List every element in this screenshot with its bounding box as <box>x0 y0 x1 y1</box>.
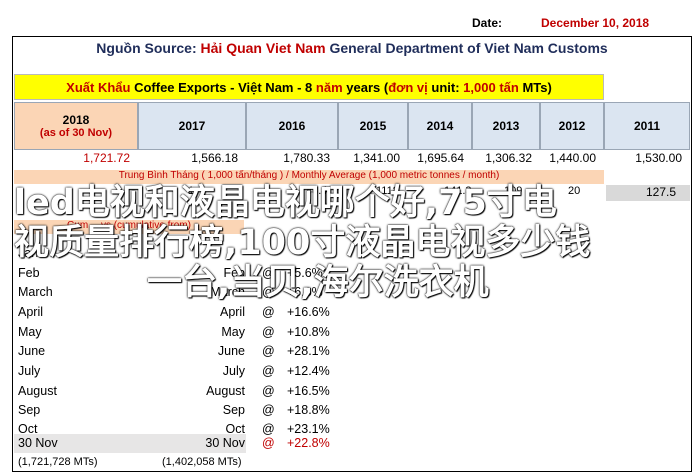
monthly-average-title: Trung Bình Tháng ( 1,000 tấn/tháng ) / M… <box>118 170 500 181</box>
year-header-2011: 2011 <box>604 102 690 150</box>
month-vn-current: 30 Nov <box>18 436 58 450</box>
total-2018-mts: (1,721,728 MTs) <box>18 456 98 468</box>
avg-2012: 20 <box>568 185 581 197</box>
at-sign: @ <box>262 305 275 319</box>
at-sign: @ <box>262 364 275 378</box>
growth-pct: +12.4% <box>287 364 330 378</box>
avg-2016: 48.4 <box>306 185 328 197</box>
overlay-line-3: 一台,当贝,海尔洗衣机 <box>147 263 489 303</box>
month-vn: Sep <box>18 403 41 417</box>
month-en: March <box>210 285 245 299</box>
year-header-2014: 2014 <box>408 102 472 150</box>
month-en: Feb <box>223 266 245 280</box>
banner-p6: unit: <box>431 80 460 95</box>
year-label: 2012 <box>558 119 586 133</box>
year-label: 2016 <box>278 119 306 133</box>
month-en: July <box>222 364 245 378</box>
avg-2014: 141.3 <box>444 185 472 197</box>
exports-banner: Xuất Khẩu Coffee Exports - Việt Nam - 8 … <box>14 74 604 100</box>
report-frame <box>12 36 692 472</box>
source-line: Nguồn Source: Hải Quan Viet Nam General … <box>12 40 692 56</box>
monthly-average-band <box>14 170 604 184</box>
year-header-2013: 2013 <box>472 102 540 150</box>
growth-pct: +23.1% <box>287 422 330 436</box>
growth-pct: +10.8% <box>287 325 330 339</box>
year-label: 2011 <box>633 119 661 133</box>
current-month-highlight <box>14 434 246 453</box>
month-vn: July <box>18 364 41 378</box>
avg-2015: 1118 <box>376 185 399 197</box>
year-header-2018: 2018 (as of 30 Nov) <box>14 102 138 150</box>
source-prefix: Nguồn Source: <box>96 40 197 56</box>
at-sign: @ <box>262 325 275 339</box>
at-sign: @ <box>262 384 275 398</box>
month-en-current: 30 Nov <box>205 436 245 450</box>
year-header-2016: 2016 <box>246 102 338 150</box>
at-sign: @ <box>262 422 275 436</box>
at-sign: @ <box>262 436 275 450</box>
year-label: 2014 <box>426 119 454 133</box>
year-total-2017: 1,566.18 <box>191 151 238 165</box>
year-header-2017: 2017 <box>138 102 246 150</box>
avg-2011: 127.5 <box>606 185 690 201</box>
year-total-2015: 1,341.00 <box>353 151 400 165</box>
source-vn-name: Hải Quan Viet Nam <box>200 40 326 56</box>
growth-pct: +16.5% <box>287 384 330 398</box>
at-sign: @ <box>262 266 275 280</box>
month-vn: Oct <box>18 422 38 436</box>
year-total-2013: 1,306.32 <box>485 151 532 165</box>
month-en: August <box>206 384 245 398</box>
month-vn: May <box>18 325 42 339</box>
month-vn: June <box>18 344 46 358</box>
year-sub-label: (as of 30 Nov) <box>39 127 113 139</box>
month-en: April <box>219 305 245 319</box>
banner-p4: years ( <box>346 80 389 95</box>
banner-p8: MTs) <box>522 80 552 95</box>
overlay-line-1: led电视和液晶电视哪个好,75寸电 <box>14 183 557 223</box>
avg-2017: 1 <box>188 185 195 197</box>
growth-pct-current: +22.8% <box>287 436 330 450</box>
year-header-2015: 2015 <box>338 102 408 150</box>
month-vn: Feb <box>18 266 40 280</box>
overlay-line-2: 视质量排行榜,100寸液晶电视多少钱 <box>14 223 591 263</box>
banner-p5: đơn vị <box>388 80 428 95</box>
growth-pct: +5.6% <box>287 266 323 280</box>
month-vn: April <box>18 305 44 319</box>
cumulative-band <box>14 220 244 234</box>
year-label: 2015 <box>359 119 387 133</box>
at-sign: @ <box>262 344 275 358</box>
growth-pct: +18.8% <box>287 403 330 417</box>
banner-p1: Xuất Khẩu <box>66 80 131 95</box>
year-total-2018: 1,721.72 <box>83 151 130 165</box>
at-sign: @ <box>262 403 275 417</box>
year-total-2014: 1,695.64 <box>417 151 464 165</box>
growth-pct: +6.6% <box>287 285 323 299</box>
banner-p3: năm <box>315 80 343 95</box>
total-2017-mts: (1,402,058 MTs) <box>162 456 242 468</box>
month-en: Oct <box>225 422 245 436</box>
year-label: 2018 <box>62 113 90 127</box>
banner-p2: Coffee Exports - Việt Nam - 8 <box>134 80 313 95</box>
cumulative-title: Cum… vs (cumulative from) <box>67 220 191 231</box>
year-total-2011: 1,530.00 <box>635 151 682 165</box>
date-value: December 10, 2018 <box>541 16 650 30</box>
month-en: May <box>221 325 245 339</box>
year-total-2012: 1,440.00 <box>549 151 596 165</box>
banner-p7: 1,000 tấn <box>463 80 519 95</box>
avg-2013: 109 <box>504 185 523 197</box>
month-en: June <box>217 344 245 358</box>
month-en: Sep <box>222 403 245 417</box>
year-label: 2013 <box>492 119 520 133</box>
at-sign: @ <box>262 285 275 299</box>
year-total-2016: 1,780.33 <box>283 151 330 165</box>
month-vn: August <box>18 384 57 398</box>
growth-pct: +16.6% <box>287 305 330 319</box>
month-vn: Jan <box>18 246 39 260</box>
month-vn: March <box>18 285 53 299</box>
year-label: 2017 <box>178 119 206 133</box>
growth-pct: +28.1% <box>287 344 330 358</box>
date-label: Date: <box>472 16 503 30</box>
source-en-name: General Department of Viet Nam Customs <box>329 40 608 56</box>
year-header-2012: 2012 <box>540 102 604 150</box>
